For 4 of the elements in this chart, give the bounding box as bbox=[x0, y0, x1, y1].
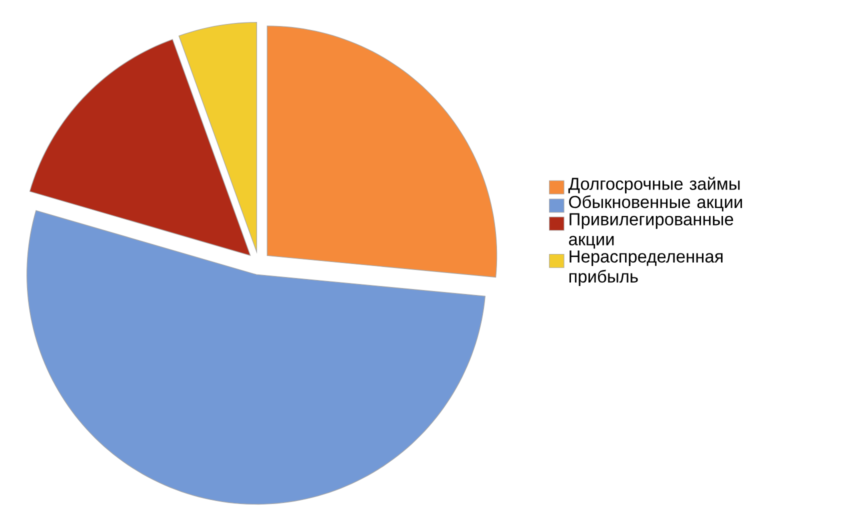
legend-label: Долгосрочные займы bbox=[568, 176, 740, 194]
legend-label: Обыкновенные акции bbox=[569, 195, 742, 212]
legend-label: Привилегированные акции bbox=[569, 213, 734, 249]
legend-label: Нераспределенная прибыль bbox=[569, 250, 723, 286]
